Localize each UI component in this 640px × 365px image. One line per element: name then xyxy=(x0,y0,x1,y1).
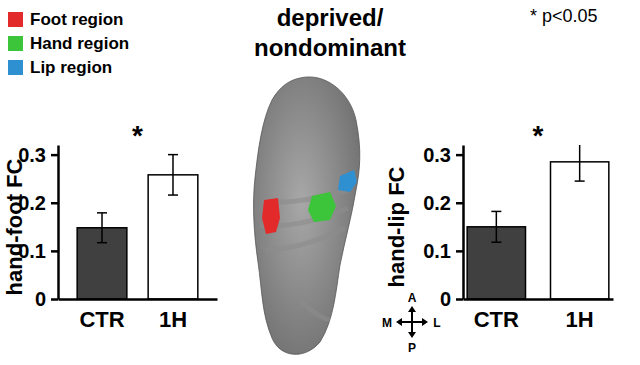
error-bar-stem xyxy=(172,155,174,195)
error-bar-cap xyxy=(168,194,178,196)
legend: Foot region Hand region Lip region xyxy=(8,10,129,77)
error-bar-cap xyxy=(168,154,178,156)
x-tick-label: CTR xyxy=(79,307,124,332)
legend-swatch xyxy=(8,12,23,27)
x-axis-line xyxy=(59,298,218,301)
error-bar-cap xyxy=(97,212,107,214)
y-tick-mark xyxy=(51,154,58,157)
plot-area xyxy=(77,155,198,299)
y-tick-label: 0 xyxy=(35,288,46,310)
compass-label: A xyxy=(408,291,417,305)
significance-note: * p<0.05 xyxy=(530,6,598,26)
error-bar-stem xyxy=(496,211,498,242)
y-tick-mark xyxy=(456,250,463,253)
lip-region-patch xyxy=(338,170,357,192)
y-tick-mark xyxy=(456,154,463,157)
y-tick: 0.3 xyxy=(423,144,463,166)
y-tick-mark xyxy=(456,298,463,301)
significance-marker: * xyxy=(533,120,544,151)
error-bar-cap xyxy=(491,241,501,243)
error-bar xyxy=(575,145,585,181)
brain-illustration xyxy=(254,77,360,354)
y-axis-line xyxy=(57,146,60,300)
legend-label: Foot region xyxy=(30,10,123,29)
y-tick-label: 0 xyxy=(440,288,451,310)
y-tick-mark xyxy=(51,202,58,205)
plot-area xyxy=(467,145,609,299)
x-tick: 1H xyxy=(566,299,594,332)
error-bar-cap xyxy=(97,242,107,244)
compass-arrowhead xyxy=(408,306,416,312)
x-tick: CTR xyxy=(474,299,519,332)
x-tick-label: CTR xyxy=(474,307,519,332)
compass-label: L xyxy=(433,316,440,330)
bar xyxy=(551,162,609,299)
y-tick: 0.2 xyxy=(423,192,463,214)
y-axis-title: hand-lip FC xyxy=(384,166,409,287)
x-axis: CTR 1H xyxy=(59,299,218,332)
y-tick-label: 0.1 xyxy=(423,240,451,262)
brain-surface xyxy=(254,77,360,354)
y-tick-mark xyxy=(456,202,463,205)
x-tick: CTR xyxy=(79,299,124,332)
legend-swatch xyxy=(8,60,23,75)
foot-region-patch xyxy=(262,198,280,234)
y-tick: 0 xyxy=(440,288,463,310)
compass-arrowhead xyxy=(396,318,402,326)
compass: A P M L xyxy=(382,291,441,355)
significance-marker: * xyxy=(132,120,143,151)
legend-label: Lip region xyxy=(30,58,112,77)
legend-swatch xyxy=(8,36,23,51)
brain-sulcus xyxy=(265,228,345,250)
y-tick-mark xyxy=(51,298,58,301)
compass-label: P xyxy=(408,341,416,355)
y-axis-line xyxy=(462,146,465,300)
title: nondominant xyxy=(254,34,406,61)
error-bar-cap xyxy=(491,211,501,213)
x-axis-line xyxy=(464,298,614,301)
legend-label: Hand region xyxy=(30,34,129,53)
compass-arrowhead xyxy=(408,332,416,338)
y-tick-label: 0.3 xyxy=(423,144,451,166)
y-tick: 0 xyxy=(35,288,58,310)
error-bar xyxy=(97,213,107,243)
y-tick: 0.1 xyxy=(423,240,463,262)
error-bar-stem xyxy=(579,145,581,181)
y-tick-label: 0.2 xyxy=(423,192,451,214)
error-bar-cap xyxy=(575,180,585,182)
x-tick-label: 1H xyxy=(159,307,187,332)
error-bar-stem xyxy=(101,213,103,243)
x-tick: 1H xyxy=(159,299,187,332)
brain-sulcus xyxy=(300,300,330,320)
y-axis: 0 0.1 0.2 0.3 xyxy=(423,144,463,310)
compass-arrowhead xyxy=(422,318,428,326)
compass-label: M xyxy=(382,316,392,330)
hand-region-patch xyxy=(308,192,336,222)
figure: Foot region Hand region Lip region deprived… xyxy=(0,0,640,365)
error-bar xyxy=(491,211,501,242)
title: deprived/ xyxy=(277,4,384,31)
x-axis: CTR 1H xyxy=(464,299,614,332)
y-axis-title: hand-foot FC xyxy=(2,158,27,295)
bar-chart: 0 0.1 0.2 0.3 CTR 1H hand-lip FC * xyxy=(384,120,614,332)
bar-chart: 00.10.20.3CTR1Hhand-foot FC* xyxy=(2,120,218,332)
error-bar xyxy=(168,155,178,195)
y-tick-mark xyxy=(51,250,58,253)
x-tick-label: 1H xyxy=(566,307,594,332)
